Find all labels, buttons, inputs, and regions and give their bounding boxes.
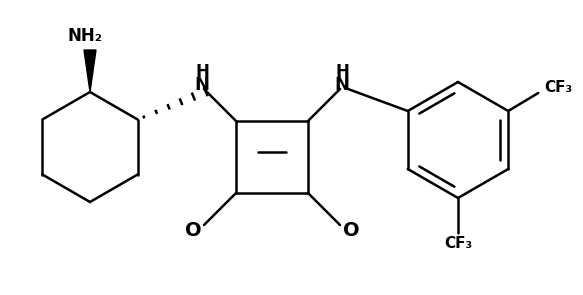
Text: NH₂: NH₂	[68, 27, 103, 45]
Text: CF₃: CF₃	[544, 81, 573, 96]
Text: N: N	[195, 76, 209, 94]
Text: N: N	[335, 76, 349, 94]
Text: H: H	[335, 63, 349, 81]
Text: O: O	[343, 220, 359, 240]
Polygon shape	[84, 50, 96, 92]
Text: CF₃: CF₃	[444, 237, 472, 252]
Text: O: O	[185, 220, 201, 240]
Text: H: H	[195, 63, 209, 81]
